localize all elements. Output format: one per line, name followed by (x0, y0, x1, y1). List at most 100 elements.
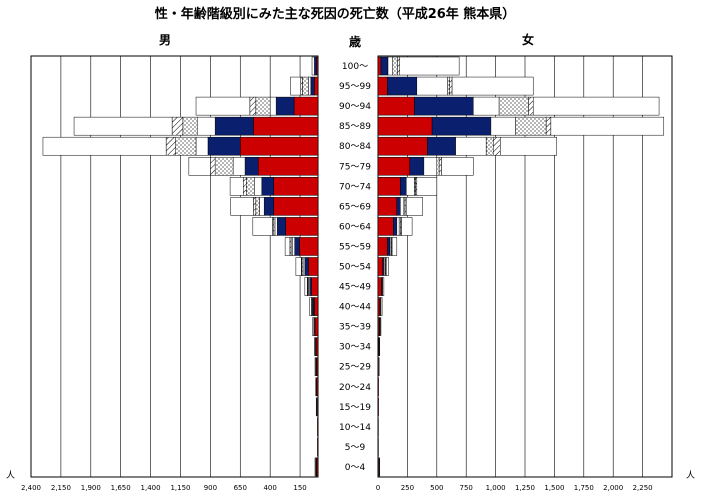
female-bar-navy (393, 217, 398, 236)
male-bar-other (42, 136, 167, 156)
male-bar-navy (294, 237, 300, 256)
female-bar-red (377, 96, 415, 116)
bars (42, 56, 665, 477)
female-bar-red (377, 136, 428, 156)
male-bar-red (253, 116, 319, 136)
male-bar-red (317, 437, 319, 457)
female-bar-navy (431, 116, 492, 136)
female-bar-other (380, 317, 382, 336)
female-bar-hatch (528, 96, 534, 116)
male-bar-navy (261, 177, 275, 196)
age-label: 75～79 (339, 162, 371, 172)
male-bar-hatch (165, 136, 176, 156)
female-bar-hatch (492, 136, 501, 156)
male-bar-dots (255, 96, 271, 116)
male-bar-white1 (274, 217, 278, 236)
female-bar-navy (396, 197, 401, 216)
male-bar-hatch (249, 96, 257, 116)
female-bar-white1 (416, 76, 448, 96)
male-bar-other (315, 377, 317, 397)
female-bar-white1 (490, 116, 516, 136)
male-bar-other (252, 217, 273, 236)
female-bar-white1 (455, 136, 487, 156)
female-tick-label: 1,250 (515, 484, 535, 492)
male-bar-red (257, 156, 319, 176)
female-bar-other (380, 297, 383, 316)
male-bar-white1 (269, 96, 277, 116)
male-bar-navy (277, 217, 286, 236)
male-tick-label: 400 (263, 484, 276, 492)
female-bar-red (377, 257, 383, 276)
male-bar-navy (275, 96, 295, 116)
male-tick-label: 900 (204, 484, 217, 492)
male-bar-white1 (308, 76, 312, 96)
age-label: 70～74 (339, 182, 371, 192)
female-bar-navy (380, 56, 389, 76)
male-bar-other (229, 177, 244, 196)
female-bar-red (377, 76, 388, 96)
male-bar-red (311, 277, 319, 296)
male-bar-red (240, 136, 319, 156)
age-label: 35～39 (339, 323, 371, 333)
female-bar-dots (515, 116, 547, 136)
male-bar-other (314, 357, 316, 377)
male-bar-navy (263, 197, 275, 216)
male-bar-other (309, 297, 312, 316)
male-bar-other (195, 96, 251, 116)
female-bar-other (416, 177, 438, 196)
age-label: 85～89 (339, 122, 371, 132)
male-bar-other (284, 237, 291, 256)
male-tick-label: 150 (293, 484, 306, 492)
female-bar-red (377, 217, 394, 236)
male-bar-navy (310, 76, 315, 96)
male-bar-red (314, 297, 319, 316)
male-bar-hatch (300, 76, 303, 96)
female-bar-red (377, 397, 379, 417)
male-bar-other (230, 197, 254, 216)
female-bar-other (532, 96, 660, 116)
female-bar-dots (498, 96, 529, 116)
male-bar-white1 (195, 136, 209, 156)
male-tick-label: 1,400 (141, 484, 161, 492)
female-bar-other (405, 197, 423, 216)
male-tick-label: 650 (234, 484, 247, 492)
male-bar-white1 (232, 156, 246, 176)
age-label: 25～29 (339, 363, 371, 373)
axis-tick-labels: 2,400 2,150 1,900 1,650 1,400 1,150 900 650 400 1… (21, 484, 653, 492)
female-bar-red (377, 277, 382, 296)
age-label: 95～99 (339, 82, 371, 92)
male-bar-navy (244, 156, 259, 176)
male-bar-red (293, 96, 319, 116)
female-bar-white1 (423, 156, 438, 176)
male-bar-other (312, 317, 315, 336)
age-label: 0～4 (345, 463, 366, 473)
male-tick-label: 2,400 (21, 484, 41, 492)
female-bar-red (377, 116, 433, 136)
female-bar-other (550, 116, 665, 136)
age-header: 歳 (349, 34, 361, 49)
male-bar-red (285, 217, 319, 236)
male-bar-navy (314, 56, 318, 76)
male-bar-other (304, 277, 308, 296)
male-bar-dots (246, 177, 255, 196)
male-bar-dots (182, 116, 198, 136)
male-bar-red (273, 177, 319, 196)
male-bar-red (314, 317, 319, 336)
female-bar-red (377, 237, 388, 256)
female-bar-other (382, 277, 385, 296)
male-bar-hatch (171, 116, 184, 136)
female-bar-red (377, 377, 379, 397)
male-bar-dots (214, 156, 234, 176)
female-bar-navy (387, 76, 418, 96)
female-tick-label: 500 (430, 484, 443, 492)
male-bar-white1 (259, 197, 265, 216)
female-bar-red (377, 297, 381, 316)
male-bar-red (273, 197, 319, 216)
female-tick-label: 0 (376, 484, 380, 492)
female-tick-label: 1,500 (544, 484, 564, 492)
female-bar-navy (427, 136, 456, 156)
female-bar-other (378, 337, 381, 356)
female-bar-white1 (396, 217, 400, 236)
age-label: 60～64 (339, 222, 371, 232)
male-bar-red (299, 237, 319, 256)
